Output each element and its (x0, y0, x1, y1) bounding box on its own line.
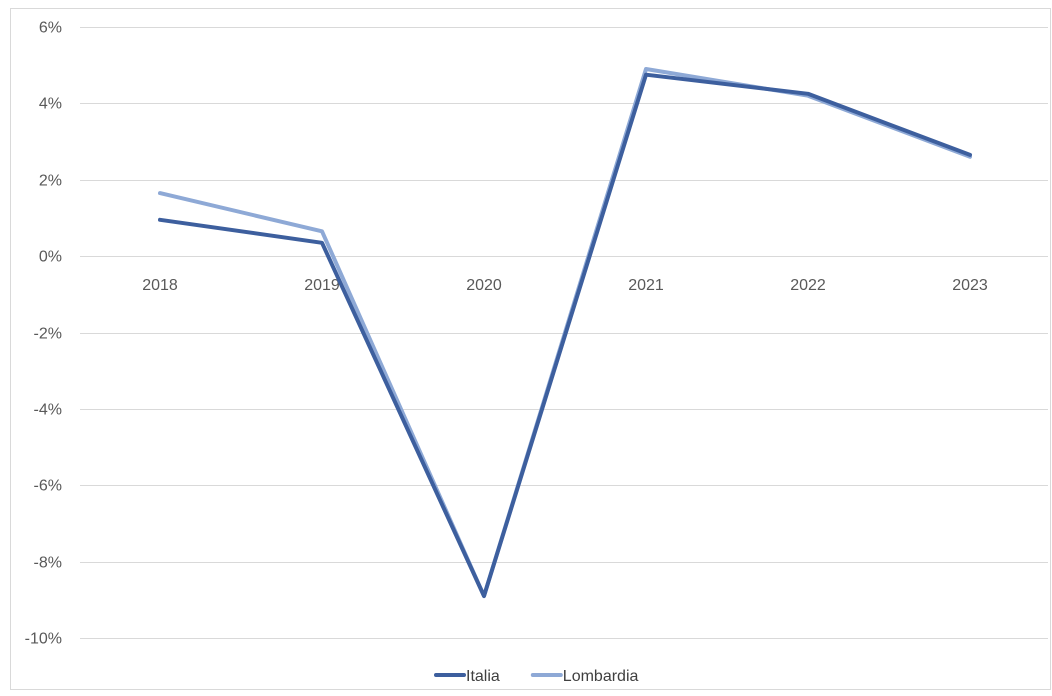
series-lines (158, 67, 972, 598)
x-tick-label: 2022 (790, 277, 826, 294)
x-axis-tick-labels: 2018 2019 2020 2021 2022 2023 (142, 277, 988, 294)
y-tick-label: -4% (34, 402, 62, 419)
plot-border (10, 8, 1051, 690)
legend: Italia Lombardia (434, 668, 639, 685)
y-tick-label: 0% (39, 249, 62, 266)
y-tick-label: 2% (39, 173, 62, 190)
x-tick-label: 2021 (628, 277, 664, 294)
y-tick-label: 4% (39, 96, 62, 113)
x-tick-label: 2018 (142, 277, 178, 294)
y-tick-label: 6% (39, 20, 62, 37)
y-tick-label: -8% (34, 555, 62, 572)
y-axis-tick-labels: 6% 4% 2% 0% -2% -4% -6% -8% -10% (25, 20, 62, 648)
x-tick-label: 2023 (952, 277, 988, 294)
y-tick-label: -6% (34, 478, 62, 495)
y-tick-label: -10% (25, 631, 62, 648)
x-tick-label: 2019 (304, 277, 340, 294)
y-tick-label: -2% (34, 326, 62, 343)
legend-label-italia: Italia (466, 668, 500, 685)
series-line-italia (158, 72, 972, 598)
x-tick-label: 2020 (466, 277, 502, 294)
legend-label-lombardia: Lombardia (563, 668, 639, 685)
